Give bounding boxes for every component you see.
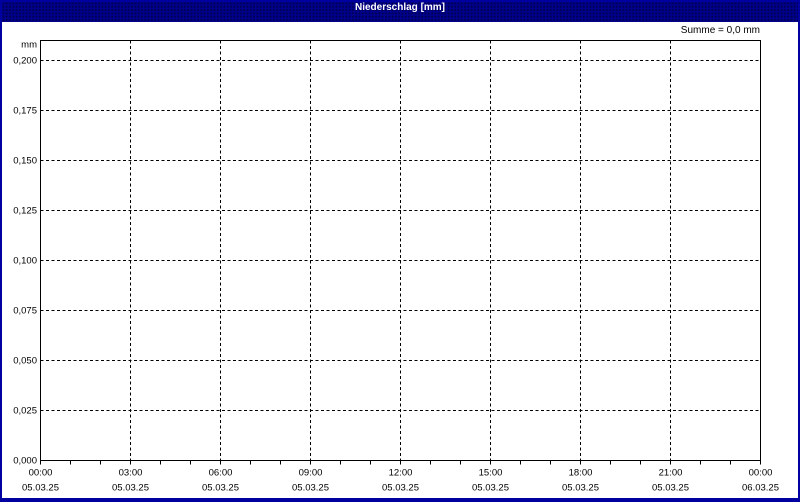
svg-text:0,200: 0,200 xyxy=(13,55,37,66)
svg-text:mm: mm xyxy=(21,40,37,51)
svg-text:00:00: 00:00 xyxy=(29,468,53,479)
svg-text:0,025: 0,025 xyxy=(13,405,37,416)
svg-text:05.03.25: 05.03.25 xyxy=(112,483,149,494)
svg-text:0,000: 0,000 xyxy=(13,455,37,466)
svg-text:03:00: 03:00 xyxy=(119,468,143,479)
svg-text:09:00: 09:00 xyxy=(299,468,323,479)
svg-text:0,150: 0,150 xyxy=(13,155,37,166)
svg-text:05.03.25: 05.03.25 xyxy=(22,483,59,494)
svg-text:0,175: 0,175 xyxy=(13,105,37,116)
svg-text:18:00: 18:00 xyxy=(569,468,593,479)
svg-text:05.03.25: 05.03.25 xyxy=(562,483,599,494)
svg-text:00:00: 00:00 xyxy=(749,468,773,479)
svg-text:0,100: 0,100 xyxy=(13,255,37,266)
svg-text:06:00: 06:00 xyxy=(209,468,233,479)
svg-text:05.03.25: 05.03.25 xyxy=(202,483,239,494)
svg-text:0,075: 0,075 xyxy=(13,305,37,316)
svg-text:15:00: 15:00 xyxy=(479,468,503,479)
svg-text:05.03.25: 05.03.25 xyxy=(472,483,509,494)
svg-text:05.03.25: 05.03.25 xyxy=(292,483,329,494)
svg-text:0,125: 0,125 xyxy=(13,205,37,216)
svg-text:12:00: 12:00 xyxy=(389,468,413,479)
svg-text:05.03.25: 05.03.25 xyxy=(382,483,419,494)
svg-text:0,050: 0,050 xyxy=(13,355,37,366)
svg-text:05.03.25: 05.03.25 xyxy=(652,483,689,494)
svg-text:06.03.25: 06.03.25 xyxy=(742,483,779,494)
svg-text:21:00: 21:00 xyxy=(659,468,683,479)
